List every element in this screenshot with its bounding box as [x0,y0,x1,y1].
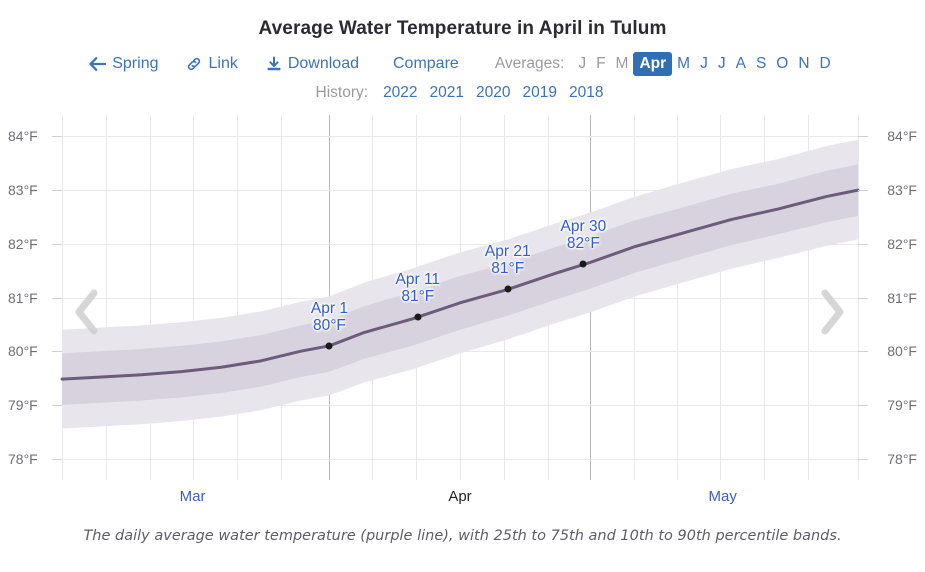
download-button[interactable]: Download [266,55,359,73]
y-axis-label-left-82F: 82°F [8,235,38,252]
history-year-selector: History: 2022 2021 2020 2019 2018 [0,84,925,102]
y-axis-label-right-81F: 81°F [887,289,917,306]
download-icon [266,56,282,72]
y-axis-label-right-80F: 80°F [887,343,917,360]
history-label: History: [315,84,369,101]
y-axis-label-left-84F: 84°F [8,128,38,145]
link-label: Link [208,55,238,72]
month-chip-10[interactable]: N [798,55,810,72]
y-axis-label-left-83F: 83°F [8,182,38,199]
history-year-2020[interactable]: 2020 [476,84,511,101]
back-to-spring-link[interactable]: Spring [89,55,158,73]
y-axis-label-left-79F: 79°F [8,396,38,413]
y-axis-tick-mark [858,351,868,353]
average-temperature-line [60,188,860,381]
y-axis-tick-mark [52,297,62,299]
month-chip-11[interactable]: D [819,55,831,72]
y-axis-tick-mark [858,136,868,138]
month-chip-6[interactable]: J [717,55,726,72]
data-point-marker[interactable] [325,342,333,350]
chart-toolbar: Spring Link Download Compare Averages: J… [0,52,925,76]
y-axis-label-left-80F: 80°F [8,343,38,360]
gridline-horizontal [62,136,858,138]
chevron-right-icon[interactable] [817,288,847,341]
data-point-marker[interactable] [579,260,587,268]
x-axis-label-mar[interactable]: Mar [179,488,206,505]
averages-month-selector: Averages: J F M Apr M J J A S O N D [495,52,836,76]
y-axis-tick-mark [52,351,62,353]
gridline-horizontal [62,404,858,406]
month-chip-5[interactable]: J [700,55,708,72]
link-icon [186,56,202,72]
y-axis-label-right-82F: 82°F [887,235,917,252]
y-axis-tick-mark [52,136,62,138]
download-label: Download [287,55,359,72]
gridline-horizontal [62,243,858,245]
x-axis-label-may[interactable]: May [708,488,737,505]
compare-label: Compare [393,55,459,72]
history-year-2022[interactable]: 2022 [383,84,418,101]
y-axis-tick-mark [858,297,868,299]
month-chip-8[interactable]: S [755,55,767,72]
history-year-2019[interactable]: 2019 [522,84,557,101]
y-axis-tick-mark [858,404,868,406]
x-axis-label-apr[interactable]: Apr [448,488,472,505]
y-axis-tick-mark [52,243,62,245]
month-chip-4[interactable]: M [677,55,691,72]
month-chip-0[interactable]: J [578,55,587,72]
link-button[interactable]: Link [186,55,238,73]
month-chip-1[interactable]: F [596,55,606,72]
month-chip-3[interactable]: Apr [633,52,673,76]
data-point-marker[interactable] [504,285,512,293]
y-axis-tick-mark [52,458,62,460]
data-point-marker[interactable] [414,313,422,321]
month-chip-2[interactable]: M [615,55,629,72]
y-axis-label-left-81F: 81°F [8,289,38,306]
month-chip-9[interactable]: O [776,55,789,72]
y-axis-tick-mark [858,190,868,192]
back-to-spring-label: Spring [112,55,159,72]
gridline-horizontal [62,190,858,192]
history-year-2018[interactable]: 2018 [569,84,604,101]
gridline-horizontal [62,458,858,460]
history-year-2021[interactable]: 2021 [429,84,465,101]
y-axis-tick-mark [858,243,868,245]
y-axis-tick-mark [52,404,62,406]
y-axis-tick-mark [858,458,868,460]
averages-label: Averages: [494,55,565,72]
arrow-left-icon [89,57,107,71]
y-axis-label-right-78F: 78°F [887,450,917,467]
plot-series-layer [60,139,860,429]
y-axis-label-right-84F: 84°F [887,128,917,145]
y-axis-tick-mark [52,190,62,192]
chart-caption: The daily average water temperature (pur… [83,528,842,544]
y-axis-label-right-83F: 83°F [887,182,917,199]
month-chip-7[interactable]: A [735,55,746,72]
compare-button[interactable]: Compare [393,55,459,73]
chart-canvas[interactable]: 78°F 78°F 79°F 79°F 80°F 80°F 81°F 81°F 82°F 82°F… [0,110,925,510]
chevron-left-icon[interactable] [72,288,102,341]
y-axis-label-right-79F: 79°F [887,396,917,413]
band-25-75 [62,164,858,405]
y-axis-label-left-78F: 78°F [8,450,38,467]
page-title: Average Water Temperature in April in Tu… [258,18,667,39]
